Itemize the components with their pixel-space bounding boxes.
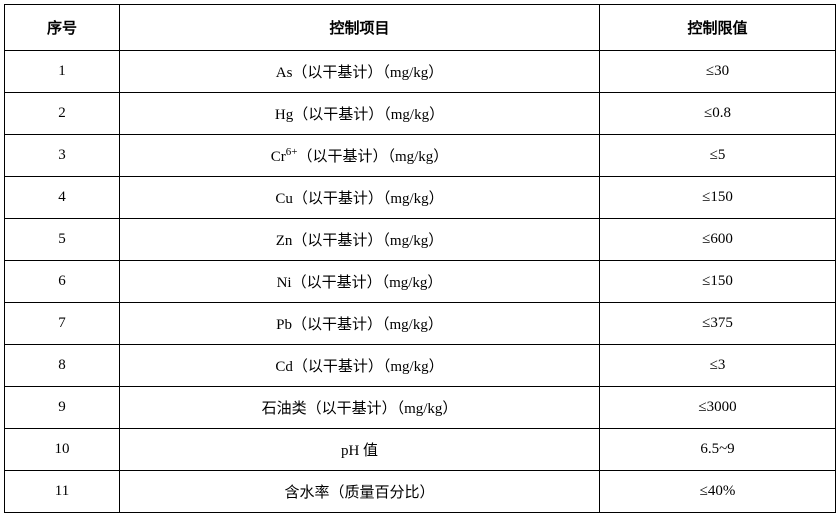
cell-seq: 3 <box>5 135 120 177</box>
cell-seq: 8 <box>5 345 120 387</box>
cell-seq: 1 <box>5 51 120 93</box>
header-seq: 序号 <box>5 5 120 51</box>
table-row: 9石油类（以干基计）（mg/kg）≤3000 <box>5 387 836 429</box>
cell-limit: ≤0.8 <box>600 93 836 135</box>
cell-limit: ≤5 <box>600 135 836 177</box>
cell-item: Cd（以干基计）（mg/kg） <box>120 345 600 387</box>
header-limit: 控制限值 <box>600 5 836 51</box>
table-row: 2Hg（以干基计）（mg/kg）≤0.8 <box>5 93 836 135</box>
cell-item: Ni（以干基计）（mg/kg） <box>120 261 600 303</box>
cell-limit: ≤375 <box>600 303 836 345</box>
cell-limit: ≤150 <box>600 177 836 219</box>
cell-seq: 6 <box>5 261 120 303</box>
cell-limit: ≤40% <box>600 471 836 513</box>
cell-limit: ≤150 <box>600 261 836 303</box>
cell-seq: 2 <box>5 93 120 135</box>
table-row: 1As（以干基计）（mg/kg）≤30 <box>5 51 836 93</box>
table-body: 1As（以干基计）（mg/kg）≤302Hg（以干基计）（mg/kg）≤0.83… <box>5 51 836 513</box>
cell-item: 石油类（以干基计）（mg/kg） <box>120 387 600 429</box>
cell-limit: ≤3000 <box>600 387 836 429</box>
header-item: 控制项目 <box>120 5 600 51</box>
table-row: 8Cd（以干基计）（mg/kg）≤3 <box>5 345 836 387</box>
cell-limit: ≤3 <box>600 345 836 387</box>
cell-item: pH 值 <box>120 429 600 471</box>
cell-item: Pb（以干基计）（mg/kg） <box>120 303 600 345</box>
cell-seq: 9 <box>5 387 120 429</box>
cell-item: Hg（以干基计）（mg/kg） <box>120 93 600 135</box>
cell-item: Zn（以干基计）（mg/kg） <box>120 219 600 261</box>
cell-limit: 6.5~9 <box>600 429 836 471</box>
table-row: 5Zn（以干基计）（mg/kg）≤600 <box>5 219 836 261</box>
cell-item: 含水率（质量百分比） <box>120 471 600 513</box>
table-row: 10pH 值6.5~9 <box>5 429 836 471</box>
table-row: 3Cr6+（以干基计）（mg/kg）≤5 <box>5 135 836 177</box>
cell-item: Cu（以干基计）（mg/kg） <box>120 177 600 219</box>
cell-item: As（以干基计）（mg/kg） <box>120 51 600 93</box>
control-limits-table: 序号 控制项目 控制限值 1As（以干基计）（mg/kg）≤302Hg（以干基计… <box>4 4 836 513</box>
table-row: 11含水率（质量百分比）≤40% <box>5 471 836 513</box>
cell-seq: 11 <box>5 471 120 513</box>
cell-seq: 4 <box>5 177 120 219</box>
table-row: 7Pb（以干基计）（mg/kg）≤375 <box>5 303 836 345</box>
table-row: 4Cu（以干基计）（mg/kg）≤150 <box>5 177 836 219</box>
table-row: 6Ni（以干基计）（mg/kg）≤150 <box>5 261 836 303</box>
cell-limit: ≤600 <box>600 219 836 261</box>
cell-seq: 7 <box>5 303 120 345</box>
cell-limit: ≤30 <box>600 51 836 93</box>
cell-seq: 10 <box>5 429 120 471</box>
cell-item: Cr6+（以干基计）（mg/kg） <box>120 135 600 177</box>
table-header-row: 序号 控制项目 控制限值 <box>5 5 836 51</box>
cell-seq: 5 <box>5 219 120 261</box>
